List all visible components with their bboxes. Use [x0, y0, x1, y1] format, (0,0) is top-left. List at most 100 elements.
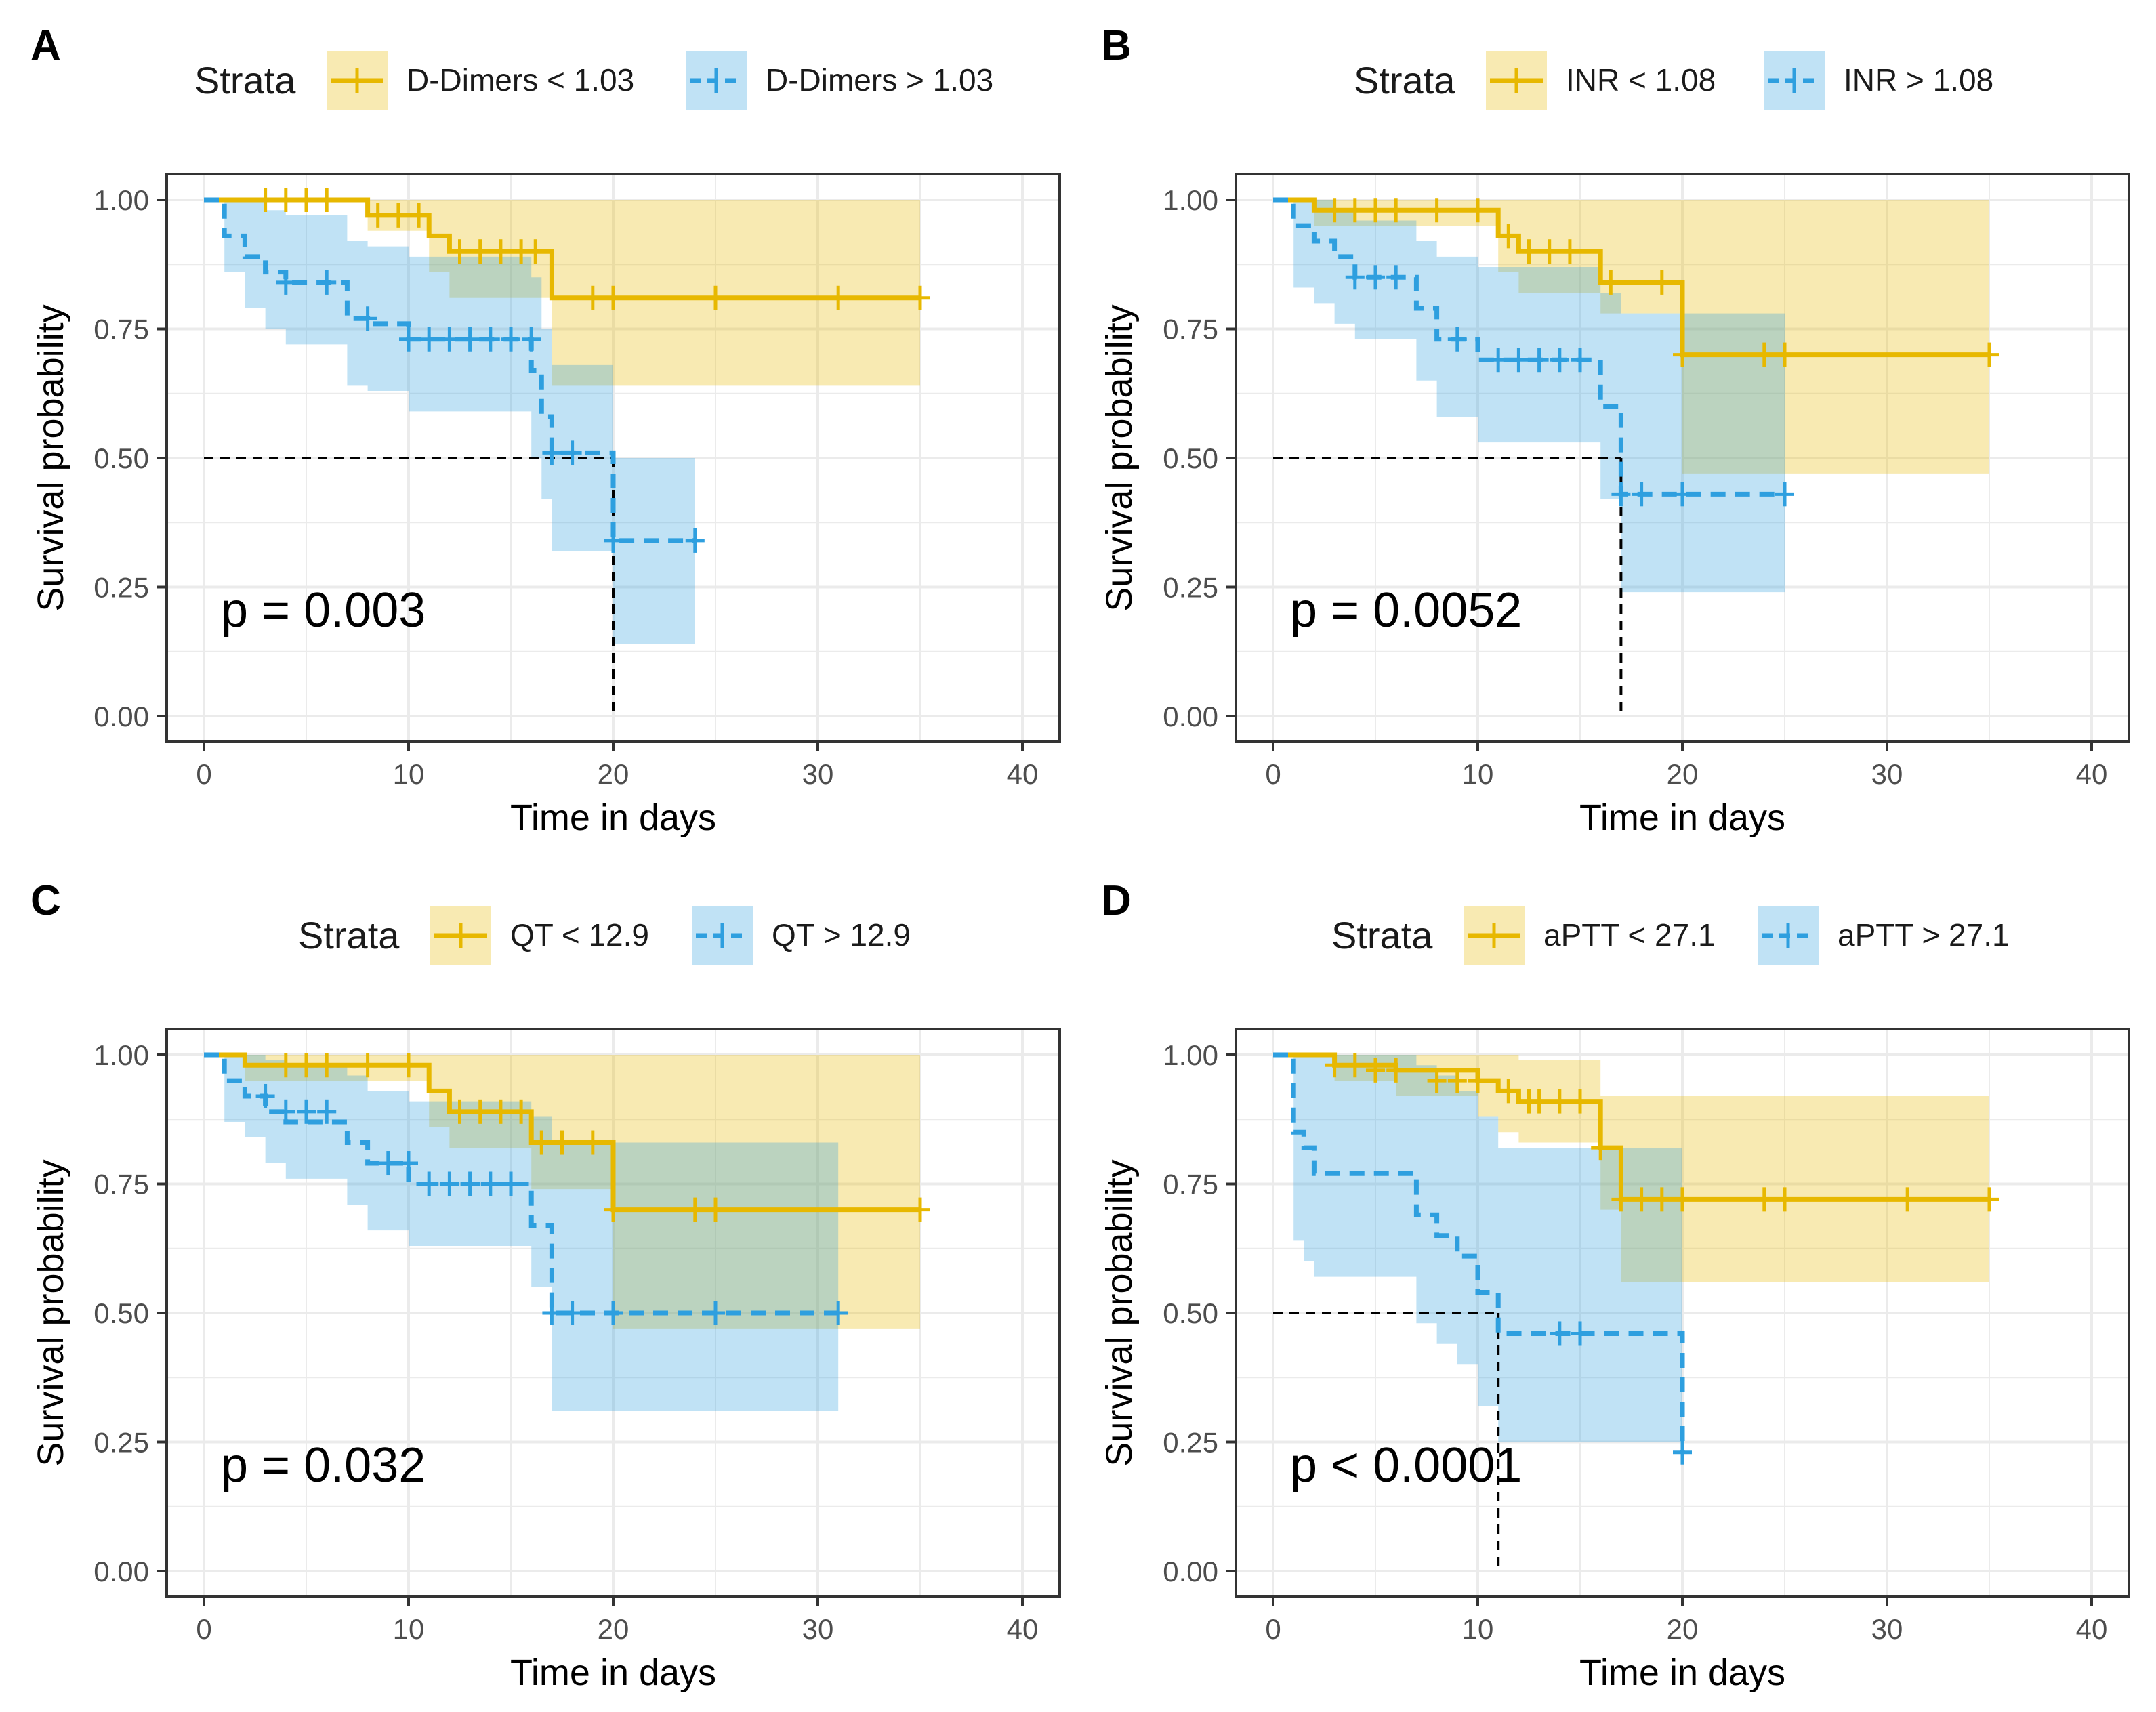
- censor-mark: [1468, 198, 1487, 223]
- panel-c: C Strata QT < 12.9 QT > 12.9 p = 0.032 0 10 20 3…: [30, 877, 1061, 1693]
- series-low: [204, 188, 930, 310]
- survival-curve: [1273, 197, 1785, 497]
- confidence-band-low: [204, 200, 920, 386]
- censor-mark: [1754, 342, 1774, 367]
- legend: Strata INR < 1.08 INR > 1.08: [1354, 51, 1993, 110]
- legend-label: aPTT < 27.1: [1543, 917, 1716, 953]
- censor-mark: [1560, 239, 1579, 264]
- series-high: [204, 197, 705, 553]
- panel-letter: A: [30, 22, 61, 69]
- censor-mark: [829, 285, 848, 310]
- censor-mark: [1386, 265, 1406, 290]
- censor-mark: [562, 1301, 582, 1325]
- confidence-band-low: [1273, 1055, 1989, 1282]
- censor-mark: [276, 188, 295, 212]
- confidence-band-low: [1273, 200, 1989, 474]
- y-tick-label: 1.00: [1163, 1039, 1218, 1071]
- censor-mark: [1898, 1187, 1917, 1212]
- confidence-band-low: [204, 1055, 920, 1329]
- y-tick-label: 0.25: [94, 572, 149, 604]
- censor-mark: [1980, 342, 1999, 367]
- censor-mark: [388, 203, 408, 228]
- x-tick-label: 10: [393, 1613, 425, 1645]
- censor-mark: [378, 1151, 398, 1176]
- censor-mark: [255, 1083, 275, 1108]
- censor-mark: [1539, 239, 1559, 264]
- censor-mark: [297, 188, 316, 212]
- censor-mark: [399, 1151, 418, 1176]
- censor-mark: [1632, 482, 1651, 507]
- censor-mark: [1601, 270, 1621, 295]
- censor-mark: [706, 285, 725, 310]
- y-tick-label: 0.50: [94, 442, 149, 474]
- y-axis-title: Survival probability: [1099, 304, 1140, 611]
- series-low: [1273, 197, 1999, 367]
- censor-mark: [562, 440, 582, 465]
- panel-a: A Strata D-Dimers < 1.03 D-Dimers > 1.03 p =…: [30, 22, 1061, 838]
- x-tick-label: 40: [2076, 758, 2108, 790]
- x-axis-title: Time in days: [1579, 797, 1785, 838]
- censor-mark: [1489, 348, 1508, 373]
- censor-mark: [440, 327, 459, 352]
- censor-mark: [1427, 1068, 1447, 1093]
- legend-item: QT > 12.9: [692, 906, 911, 965]
- censor-mark: [1529, 348, 1549, 373]
- confidence-band-high: [1273, 200, 1785, 593]
- censor-mark: [1673, 1440, 1692, 1465]
- censor-mark: [1550, 348, 1569, 373]
- censor-mark: [1980, 1187, 1999, 1212]
- censor-mark: [1591, 1135, 1611, 1161]
- censor-mark: [1632, 1187, 1651, 1212]
- censor-mark: [501, 1171, 520, 1196]
- censor-mark: [512, 1099, 531, 1124]
- confidence-band-high: [204, 200, 695, 644]
- censor-mark: [522, 327, 541, 352]
- censor-mark: [1775, 1187, 1794, 1212]
- legend-label: INR < 1.08: [1566, 62, 1716, 98]
- survival-curve: [204, 197, 920, 301]
- plot-area: [165, 173, 1061, 743]
- censor-mark: [419, 327, 439, 352]
- censor-mark: [255, 188, 275, 212]
- censor-mark: [317, 188, 337, 212]
- censor-mark: [604, 1301, 623, 1325]
- survival-curve: [1273, 1052, 1685, 1453]
- y-tick-label: 0.00: [94, 701, 149, 732]
- censor-mark: [685, 1197, 705, 1222]
- series-low: [1273, 1052, 1999, 1212]
- legend-label: QT > 12.9: [772, 917, 911, 953]
- x-tick-label: 0: [196, 1613, 211, 1645]
- censor-mark: [1652, 1187, 1672, 1212]
- censor-mark: [1325, 1053, 1344, 1078]
- censor-mark: [583, 1130, 602, 1155]
- y-tick-label: 0.50: [1163, 442, 1218, 474]
- legend-label: aPTT > 27.1: [1838, 917, 2010, 953]
- series-low: [204, 1052, 930, 1222]
- legend-item: aPTT < 27.1: [1464, 906, 1716, 965]
- y-tick-label: 0.50: [94, 1297, 149, 1329]
- censor-mark: [297, 1053, 316, 1078]
- censor-mark: [460, 327, 480, 352]
- panel-letter: D: [1101, 877, 1132, 924]
- survival-curve: [204, 197, 695, 543]
- censor-mark: [604, 528, 623, 553]
- panel-letter: C: [30, 877, 61, 924]
- censor-mark: [276, 1053, 295, 1078]
- censor-mark: [829, 1301, 848, 1325]
- censor-mark: [1611, 482, 1631, 507]
- y-tick-label: 0.75: [1163, 1169, 1218, 1201]
- censor-mark: [297, 1099, 316, 1124]
- censor-mark: [706, 1301, 725, 1325]
- x-tick-label: 30: [802, 1613, 834, 1645]
- y-tick-label: 0.75: [1163, 314, 1218, 346]
- censor-mark: [1673, 1187, 1692, 1212]
- x-tick-label: 10: [1462, 1613, 1494, 1645]
- plot-area: [1235, 173, 2130, 743]
- survival-curve: [204, 1052, 920, 1213]
- survival-curve: [204, 1052, 839, 1316]
- y-tick-label: 0.00: [94, 1556, 149, 1587]
- censor-mark: [1447, 327, 1467, 352]
- censor-mark: [399, 1053, 418, 1078]
- censor-mark: [1673, 482, 1692, 507]
- p-value: p < 0.0001: [1290, 1438, 1522, 1492]
